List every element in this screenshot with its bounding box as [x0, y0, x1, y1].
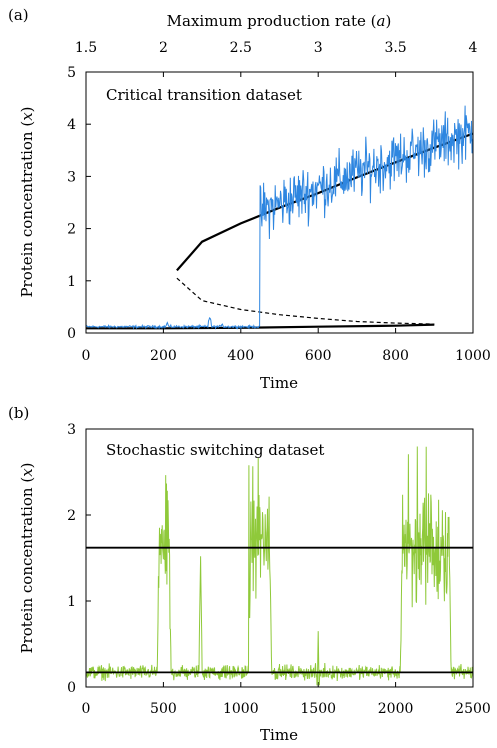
y-tick-label: 1: [67, 594, 76, 610]
x-tick-label: 500: [150, 701, 177, 717]
panel-b-plot-area: [85, 446, 474, 686]
x-tick-label: 600: [305, 348, 332, 364]
x-tick-label: 1000: [223, 701, 259, 717]
x-tick-label: 0: [82, 348, 91, 364]
lower-stable-branch: [86, 323, 435, 330]
y-tick-label: 3: [67, 422, 76, 438]
x-tick-label: 2000: [378, 701, 414, 717]
panel-a: (a) Maximum production rate (a) 1.5 2 2.5 3…: [8, 6, 491, 392]
panel-b-y-ticks: 0 1 2 3: [67, 422, 91, 696]
x-tick-label: 0: [82, 701, 91, 717]
x-tick-label: 800: [382, 348, 409, 364]
panel-b: (b) 0 1 2 3 0 500 1000 1500 2000 2500 Stochastic…: [8, 404, 491, 744]
panel-a-plot-area: [85, 105, 474, 330]
panel-a-top-ticks: 1.5 2 2.5 3 3.5 4: [75, 40, 478, 77]
y-tick-label: 1: [67, 274, 76, 290]
x-tick-label: 400: [227, 348, 254, 364]
unstable-branch: [176, 277, 435, 325]
panel-a-top-axis-label: Maximum production rate (a): [167, 12, 392, 30]
switching-trajectory: [85, 446, 474, 686]
top-tick-label: 4: [469, 40, 478, 56]
y-tick-label: 2: [67, 508, 76, 524]
top-tick-label: 1.5: [75, 40, 97, 56]
top-tick-label: 2.5: [230, 40, 252, 56]
panel-b-y-axis-label: Protein concentration (x): [18, 462, 36, 653]
top-tick-label: 3: [314, 40, 323, 56]
panel-a-label: (a): [8, 6, 29, 24]
panel-a-x-axis-label: Time: [260, 374, 298, 392]
panel-b-label: (b): [8, 404, 29, 422]
y-tick-label: 3: [67, 169, 76, 185]
x-tick-label: 200: [150, 348, 177, 364]
x-tick-label: 2500: [455, 701, 491, 717]
y-tick-label: 5: [67, 65, 76, 81]
panel-a-y-ticks: 0 1 2 3 4 5: [67, 65, 91, 342]
y-tick-label: 4: [67, 117, 76, 133]
top-tick-label: 2: [159, 40, 168, 56]
panel-b-frame: [85, 428, 474, 688]
panel-b-x-ticks: 0 500 1000 1500 2000 2500: [82, 682, 491, 717]
panel-a-y-axis-label: Protein concentration (x): [18, 106, 36, 297]
y-tick-label: 2: [67, 222, 76, 238]
stochastic-trajectory: [85, 105, 474, 330]
panel-b-annotation: Stochastic switching dataset: [106, 441, 324, 459]
x-tick-label: 1000: [455, 348, 491, 364]
panel-a-frame: [85, 71, 474, 334]
x-tick-label: 1500: [300, 701, 336, 717]
y-tick-label: 0: [67, 680, 76, 696]
y-tick-label: 0: [67, 326, 76, 342]
panel-a-annotation: Critical transition dataset: [106, 86, 302, 104]
top-tick-label: 3.5: [384, 40, 406, 56]
panel-b-x-axis-label: Time: [260, 726, 298, 744]
